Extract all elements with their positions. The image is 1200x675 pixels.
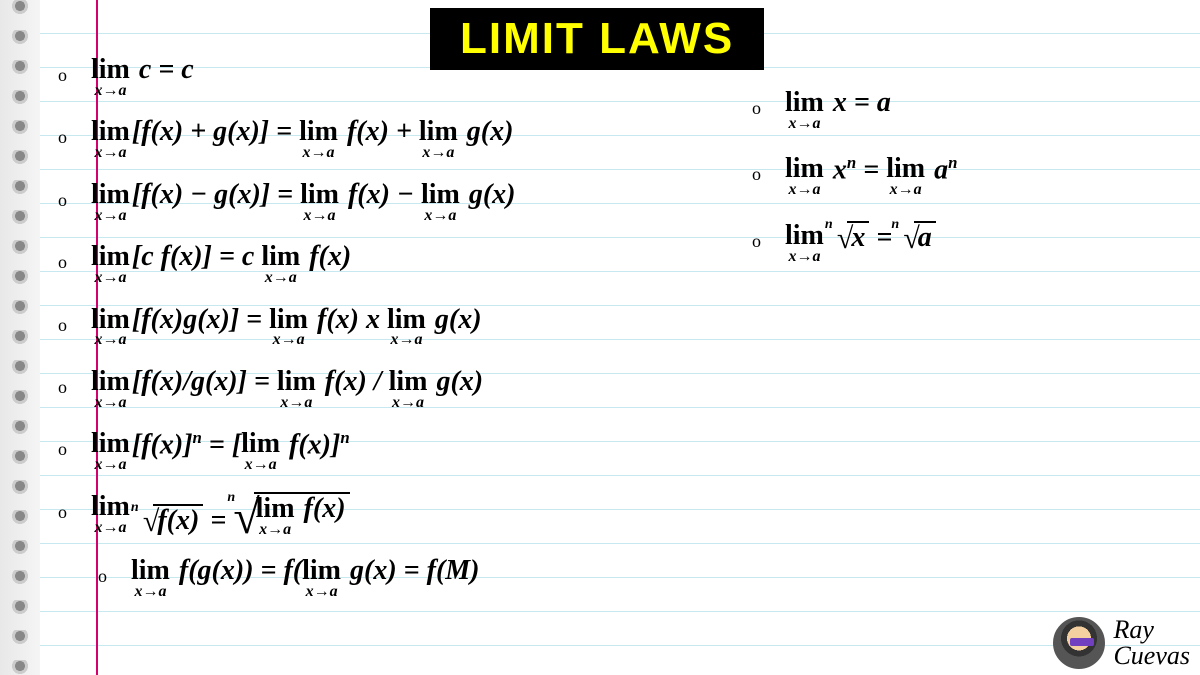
right-column: o limx→a x = a o limx→a xn = limx→a an o… [752,88,1172,287]
bullet-icon: o [58,65,67,86]
bullet-icon: o [58,502,67,523]
bullet-icon: o [58,127,67,148]
equation: limx→a[c f(x)] = c limx→a f(x) [91,242,351,286]
law-quotient: o limx→a[f(x)/g(x)] = limx→a f(x) / limx… [58,367,738,411]
law-root-x: o limx→a n√x = n√a [752,221,1172,265]
equation: limx→a f(g(x)) = f(limx→a g(x) = f(M) [131,556,480,600]
equation: limx→a x = a [785,88,891,132]
spiral-binding [0,0,40,675]
law-difference: o limx→a[f(x) − g(x)] = limx→a f(x) − li… [58,180,738,224]
law-scalar: o limx→a[c f(x)] = c limx→a f(x) [58,242,738,286]
bullet-icon: o [58,377,67,398]
law-root: o limx→a n√f(x) = n√limx→a f(x) [58,492,738,538]
bullet-icon: o [58,252,67,273]
bullet-icon: o [98,566,107,587]
author-name: Ray Cuevas [1113,617,1190,669]
bullet-icon: o [58,439,67,460]
law-power: o limx→a[f(x)]n = [limx→a f(x)]n [58,429,738,473]
law-sum: o limx→a[f(x) + g(x)] = limx→a f(x) + li… [58,117,738,161]
bullet-icon: o [58,315,67,336]
bullet-icon: o [752,98,761,119]
equation: limx→a[f(x)]n = [limx→a f(x)]n [91,429,350,473]
law-identity: o limx→a x = a [752,88,1172,132]
law-constant: o limx→a c = c [58,55,738,99]
equation: limx→a[f(x)g(x)] = limx→a f(x) x limx→a … [91,305,482,349]
law-power-x: o limx→a xn = limx→a an [752,154,1172,198]
equation: limx→a n√f(x) = n√limx→a f(x) [91,492,350,538]
equation: limx→a c = c [91,55,194,99]
equation: limx→a[f(x) − g(x)] = limx→a f(x) − limx… [91,180,515,224]
bullet-icon: o [752,164,761,185]
law-composition: o limx→a f(g(x)) = f(limx→a g(x) = f(M) [98,556,738,600]
equation: limx→a n√x = n√a [785,221,936,265]
bullet-icon: o [752,231,761,252]
equation: limx→a[f(x)/g(x)] = limx→a f(x) / limx→a… [91,367,483,411]
law-product: o limx→a[f(x)g(x)] = limx→a f(x) x limx→… [58,305,738,349]
equation: limx→a[f(x) + g(x)] = limx→a f(x) + limx… [91,117,513,161]
equation: limx→a xn = limx→a an [785,154,957,198]
avatar-icon [1053,617,1105,669]
bullet-icon: o [58,190,67,211]
author-attribution: Ray Cuevas [1053,617,1190,669]
left-column: o limx→a c = c o limx→a[f(x) + g(x)] = l… [58,55,738,619]
